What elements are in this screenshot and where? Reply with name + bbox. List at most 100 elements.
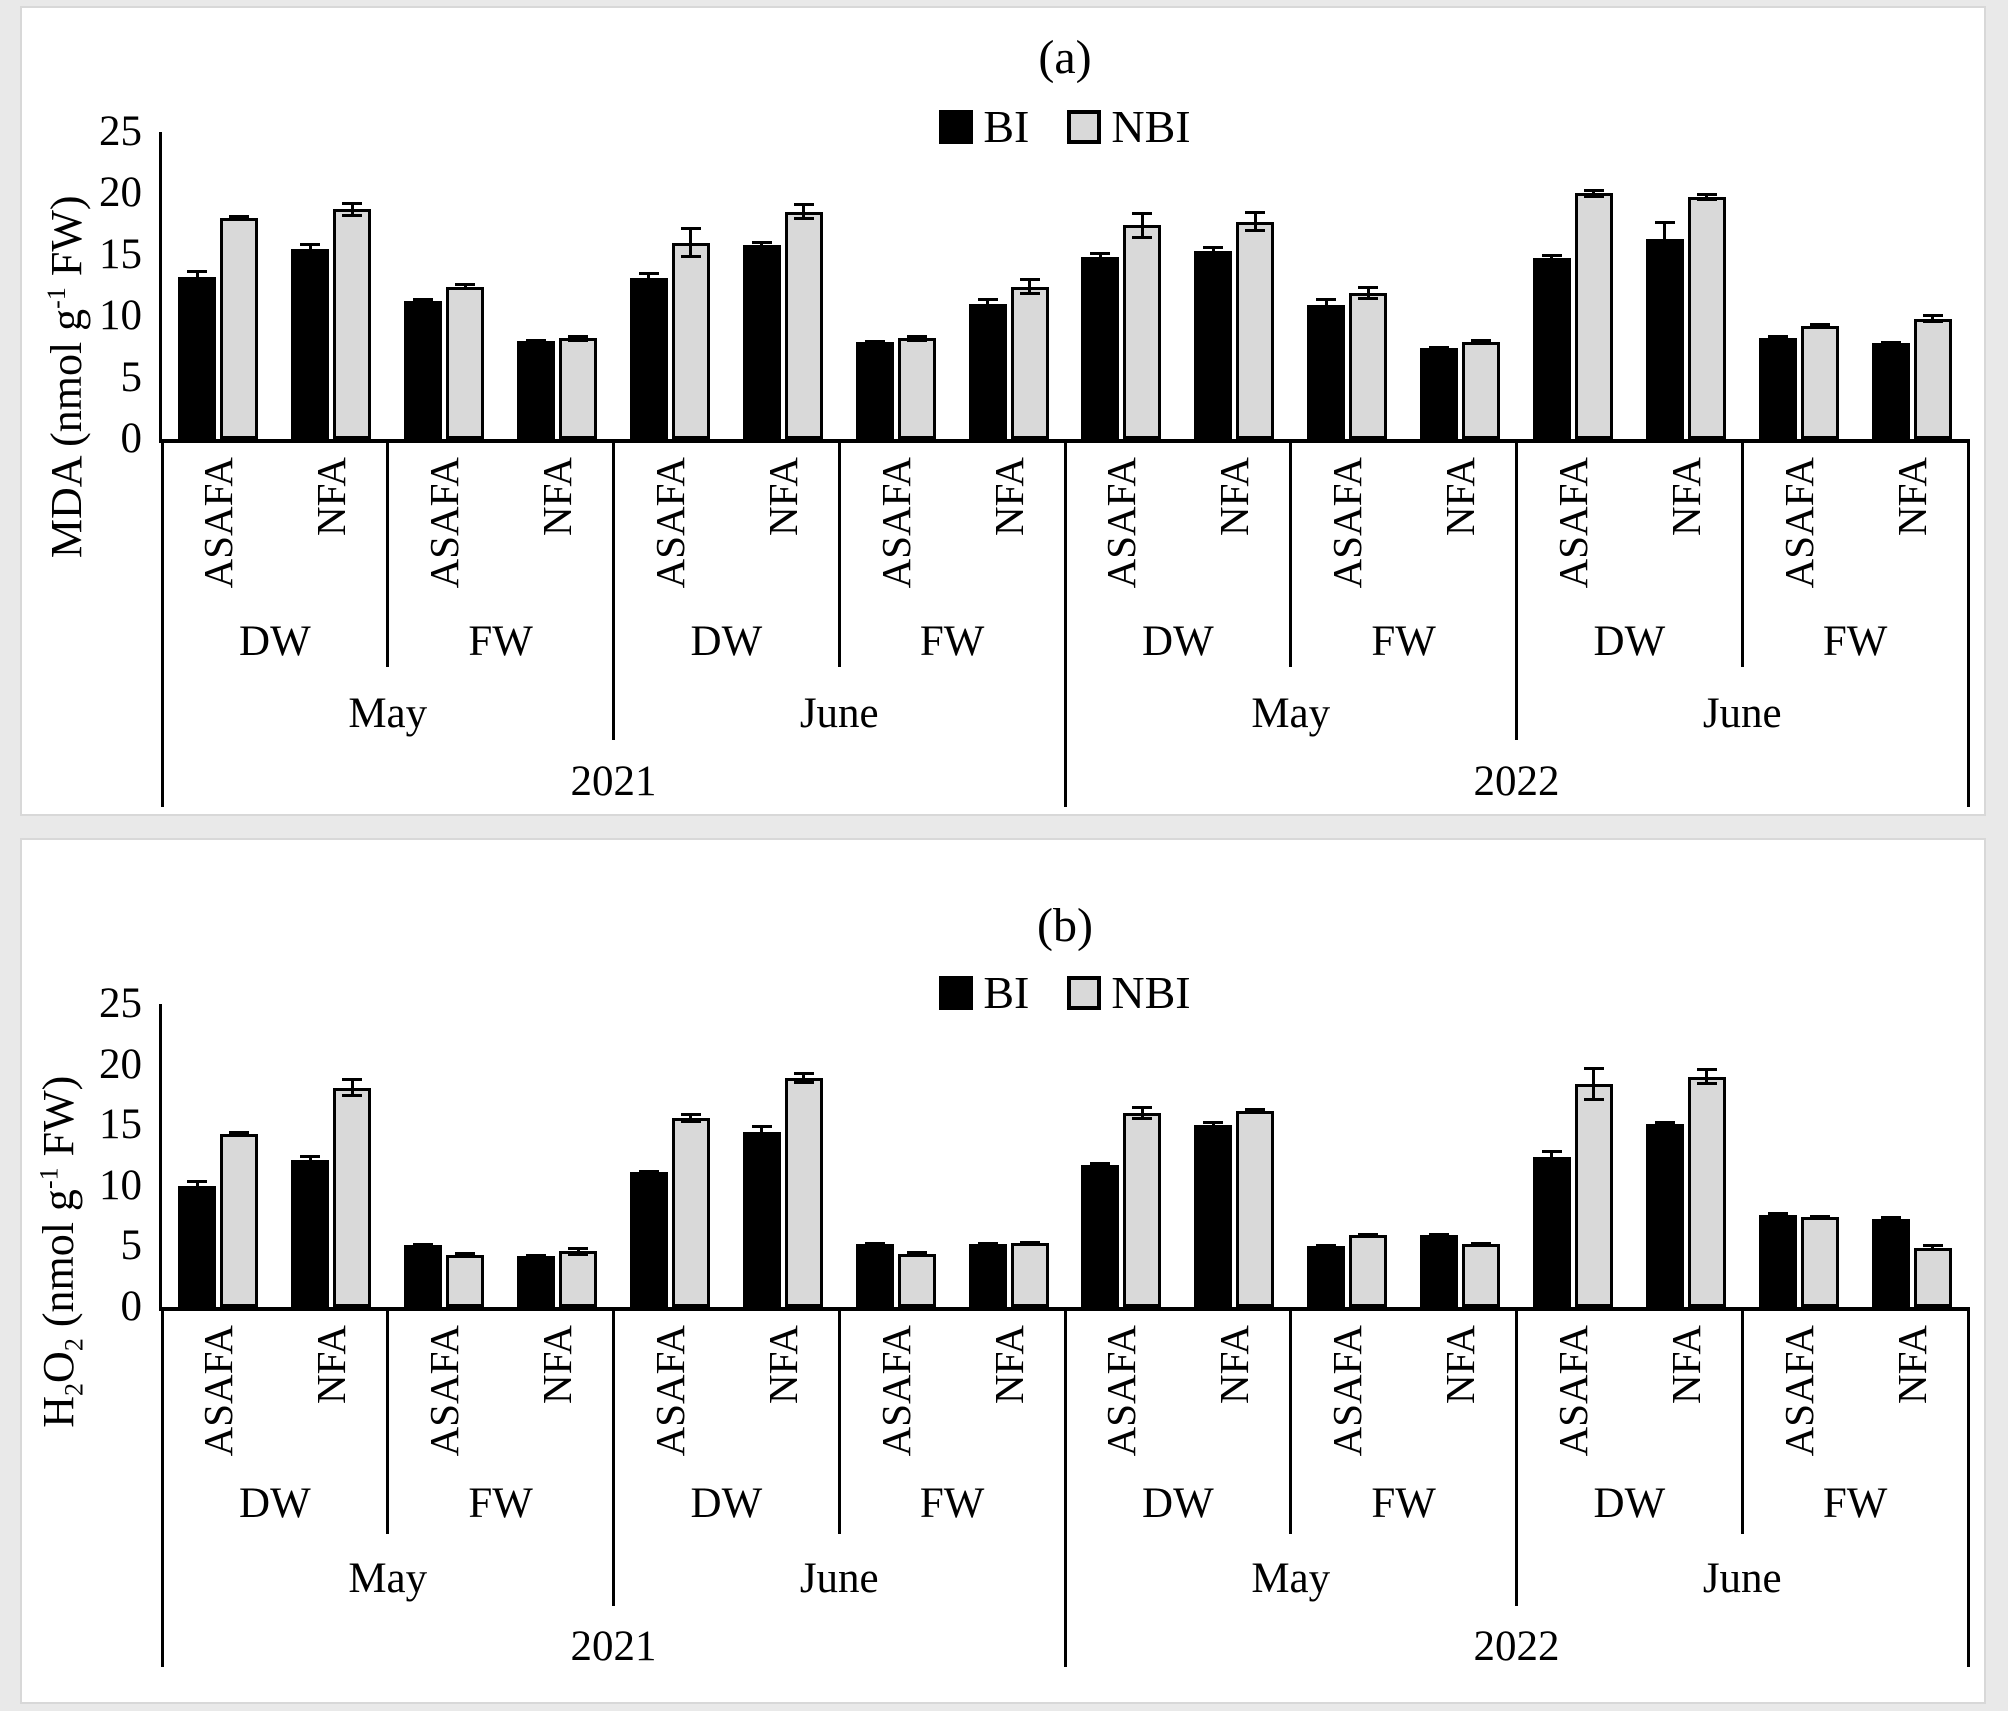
separator-month — [1515, 1307, 1518, 1606]
bar-bi-2021-May-DW-ASAFA — [178, 276, 217, 439]
error-bar-nbi-cap-bottom — [568, 1252, 589, 1256]
error-bar-bi-cap-top — [638, 272, 659, 276]
error-bar-nbi — [1931, 314, 1935, 323]
y-axis-title: MDA (nmol g-1 FW) — [33, 77, 91, 677]
error-bar-bi-cap-top — [1203, 246, 1224, 250]
error-bar-nbi — [1705, 1069, 1709, 1084]
legend-label-bi: BI — [983, 101, 1030, 152]
error-bar-nbi — [802, 204, 806, 220]
bar-nbi-2021-May-DW-NFA — [333, 1087, 372, 1307]
y-axis-title-segment: 2 — [59, 1382, 89, 1396]
error-bar-bi-cap-bottom — [1429, 1234, 1450, 1238]
category-label-basis: FW — [468, 618, 533, 665]
category-label-month: May — [1251, 1555, 1331, 1602]
category-label-basis: DW — [1142, 618, 1214, 665]
bar-nbi-2021-June-FW-ASAFA — [897, 1253, 936, 1307]
error-bar-nbi-cap-bottom — [1358, 1234, 1379, 1238]
bar-bi-2022-June-FW-ASAFA — [1758, 1214, 1797, 1307]
category-label-month: June — [799, 1555, 879, 1602]
error-bar-bi-cap-bottom — [977, 306, 998, 310]
error-bar-nbi-cap-top — [1471, 339, 1492, 343]
y-tick-label-15: 15 — [99, 230, 142, 278]
error-bar-nbi-cap-top — [568, 334, 589, 338]
error-bar-nbi-cap-bottom — [1922, 320, 1943, 324]
error-bar-nbi-cap-bottom — [229, 218, 250, 222]
separator-right-edge — [1966, 439, 1970, 807]
category-label-cultivar: NFA — [1211, 1325, 1258, 1404]
bar-nbi-2021-May-DW-ASAFA — [220, 1133, 259, 1307]
legend-item-bi: BI — [939, 966, 1029, 1019]
error-bar-bi-cap-bottom — [1880, 342, 1901, 346]
bar-nbi-2022-June-FW-NFA — [1913, 318, 1952, 439]
error-bar-nbi-cap-bottom — [455, 1254, 476, 1258]
error-bar-bi-cap-bottom — [1880, 1218, 1901, 1222]
error-bar-nbi-cap-bottom — [793, 217, 814, 221]
error-bar-nbi-cap-top — [1132, 212, 1153, 216]
category-label-cultivar: ASAFA — [1324, 1325, 1371, 1457]
error-bar-bi-cap-bottom — [638, 1172, 659, 1176]
category-label-cultivar: NFA — [1437, 1325, 1484, 1404]
error-bar-nbi-cap-bottom — [1471, 1243, 1492, 1247]
error-bar-nbi-cap-top — [1922, 1244, 1943, 1248]
category-label-basis: DW — [1142, 1480, 1214, 1527]
error-bar-bi-cap-bottom — [751, 246, 772, 250]
y-axis-title: H2O2 (nmol g-1 FW) — [25, 952, 98, 1552]
category-label-basis: FW — [1371, 618, 1436, 665]
panel-a-legend: BI NBI — [162, 100, 1968, 153]
bar-bi-2021-May-DW-ASAFA — [178, 1185, 217, 1307]
error-bar-nbi-cap-bottom — [229, 1133, 250, 1137]
legend-label-nbi: NBI — [1111, 101, 1191, 152]
bar-bi-2021-June-FW-NFA — [968, 1243, 1007, 1307]
error-bar-bi — [760, 241, 764, 249]
error-bar-bi-cap-bottom — [300, 251, 321, 255]
error-bar-nbi-cap-bottom — [906, 1252, 927, 1256]
error-bar-bi-cap-top — [1880, 1215, 1901, 1219]
error-bar-nbi-cap-top — [1696, 193, 1717, 196]
bar-nbi-2022-May-DW-NFA — [1236, 1110, 1275, 1307]
error-bar-bi-cap-bottom — [977, 1243, 998, 1247]
separator-month — [1515, 439, 1518, 740]
separator-left-edge — [160, 1307, 164, 1667]
separator-basis — [386, 439, 390, 667]
error-bar-bi-cap-bottom — [751, 1136, 772, 1140]
error-bar-nbi — [576, 335, 580, 341]
error-bar-nbi-cap-top — [906, 334, 927, 338]
separator-month — [612, 1307, 615, 1606]
error-bar-nbi-cap-bottom — [568, 338, 589, 342]
category-label-cultivar: ASAFA — [1549, 1325, 1596, 1457]
error-bar-bi — [421, 299, 425, 304]
error-bar-nbi-cap-top — [1696, 1068, 1717, 1072]
error-bar-nbi — [1028, 279, 1032, 295]
error-bar-nbi-cap-bottom — [1583, 1097, 1604, 1101]
category-label-month: June — [1702, 1555, 1782, 1602]
legend-item-bi: BI — [939, 100, 1029, 153]
bar-nbi-2021-May-DW-ASAFA — [220, 217, 259, 439]
error-bar-nbi — [237, 215, 241, 221]
error-bar-nbi-cap-bottom — [1583, 195, 1604, 199]
error-bar-bi-cap-bottom — [638, 281, 659, 285]
error-bar-bi-cap-top — [300, 242, 321, 246]
error-bar-nbi-cap-top — [680, 226, 701, 230]
separator-year — [1063, 439, 1067, 807]
y-axis-title-segment: FW) — [33, 1075, 83, 1168]
error-bar-nbi-cap-top — [455, 283, 476, 287]
error-bar-nbi-cap-bottom — [1245, 229, 1266, 233]
error-bar-nbi-cap-bottom — [680, 255, 701, 259]
bar-bi-2021-June-DW-NFA — [742, 244, 781, 439]
error-bar-nbi-cap-bottom — [1696, 1081, 1717, 1085]
bar-bi-2022-May-DW-ASAFA — [1081, 257, 1120, 439]
error-bar-bi — [308, 1156, 312, 1165]
bar-nbi-2022-June-FW-NFA — [1913, 1247, 1952, 1307]
bar-nbi-2021-May-DW-NFA — [333, 209, 372, 439]
error-bar-bi — [1550, 1150, 1554, 1163]
legend-item-nbi: NBI — [1067, 966, 1191, 1019]
y-axis-title-segment: O — [33, 1351, 83, 1383]
bar-nbi-2021-June-DW-NFA — [784, 211, 823, 439]
bar-bi-2021-June-FW-ASAFA — [855, 1243, 894, 1307]
panel-a-plot-area: 0 5 10 15 20 25 MDA (nmol g-1 FW) ASAFA NFA ASAFA… — [22, 8, 1984, 814]
error-bar-nbi-cap-top — [1922, 313, 1943, 317]
category-label-basis: FW — [1822, 618, 1888, 665]
panel-a-title: (a) — [1038, 31, 1092, 84]
category-label-cultivar: NFA — [308, 1325, 355, 1404]
separator-basis — [386, 1307, 390, 1534]
